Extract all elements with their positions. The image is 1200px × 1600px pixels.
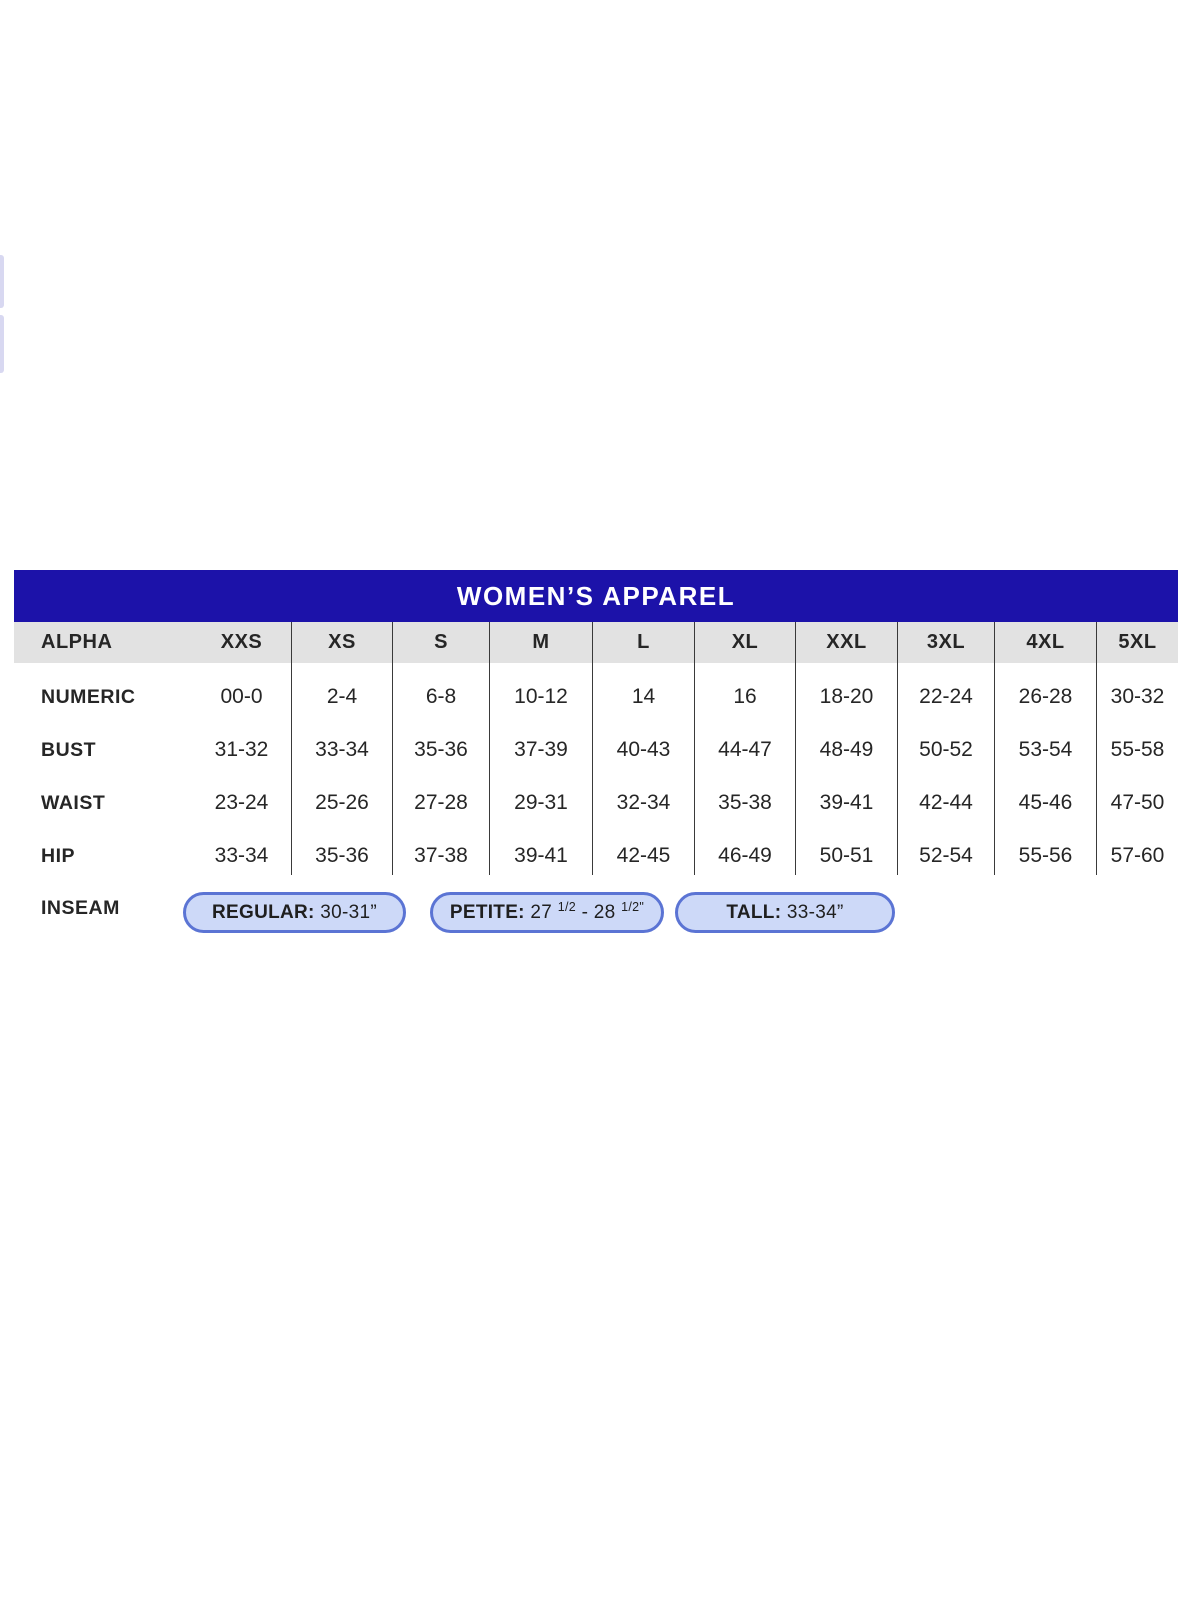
column-header-m: M (490, 622, 593, 663)
size-cell: 47-50 (1110, 791, 1165, 814)
size-cell: 53-54 (995, 716, 1097, 769)
size-cell: 50-51 (796, 822, 898, 875)
size-cell: 23-24 (192, 769, 292, 822)
row-label-bust: BUST (41, 739, 97, 761)
size-cell: 33-34 (292, 716, 393, 769)
inseam-row: INSEAM REGULAR: 30-31” PETITE: 27 1/2 - … (14, 875, 1178, 933)
column-header-xl: XL (695, 622, 796, 663)
size-chart: WOMEN’S APPAREL ALPHA XXS XS S M L XL XX… (14, 570, 1178, 933)
column-header-4xl: 4XL (995, 622, 1097, 663)
column-header-xxs: XXS (192, 622, 292, 663)
column-header-xxl: XXL (796, 622, 898, 663)
size-cell: 50-52 (898, 716, 995, 769)
column-header-3xl: 3XL (898, 622, 995, 663)
row-label-hip: HIP (41, 845, 76, 867)
size-cell: 25-26 (292, 769, 393, 822)
column-header-l: L (593, 622, 695, 663)
size-cell: 37-39 (490, 716, 593, 769)
size-cell: 6-8 (393, 663, 490, 716)
size-cell: 27-28 (393, 769, 490, 822)
column-header-xs: XS (292, 622, 393, 663)
size-cell: 00-0 (192, 663, 292, 716)
size-cell: 18-20 (796, 663, 898, 716)
size-cell: 35-36 (393, 716, 490, 769)
size-cell: 29-31 (490, 769, 593, 822)
size-cell: 46-49 (695, 822, 796, 875)
inseam-pill-tall-text: TALL: 33-34” (726, 901, 844, 923)
size-table: ALPHA XXS XS S M L XL XXL 3XL 4XL 5XL NU… (14, 622, 1178, 875)
size-cell: 39-41 (490, 822, 593, 875)
column-header-5xl: 5XL (1097, 622, 1178, 663)
row-label-waist: WAIST (41, 792, 106, 814)
page-edge-artifact (0, 315, 4, 373)
size-cell: 26-28 (995, 663, 1097, 716)
size-cell: 55-58 (1110, 738, 1165, 761)
size-cell: 52-54 (898, 822, 995, 875)
size-cell: 33-34 (192, 822, 292, 875)
size-cell: 16 (695, 663, 796, 716)
size-cell: 48-49 (796, 716, 898, 769)
size-cell: 42-45 (593, 822, 695, 875)
size-cell: 40-43 (593, 716, 695, 769)
column-header-alpha: ALPHA (14, 622, 192, 663)
size-cell: 35-38 (695, 769, 796, 822)
inseam-pill-petite: PETITE: 27 1/2 - 28 1/2" (430, 892, 664, 933)
inseam-pill-petite-text: PETITE: 27 1/2 - 28 1/2" (449, 899, 645, 923)
size-cell: 39-41 (796, 769, 898, 822)
size-cell: 30-32 (1110, 685, 1165, 708)
size-cell: 57-60 (1110, 844, 1165, 867)
size-cell: 42-44 (898, 769, 995, 822)
inseam-pill-regular-text: REGULAR: 30-31” (212, 901, 377, 923)
size-cell: 35-36 (292, 822, 393, 875)
chart-title: WOMEN’S APPAREL (456, 580, 736, 611)
size-cell: 10-12 (490, 663, 593, 716)
inseam-pill-regular: REGULAR: 30-31” (183, 892, 406, 933)
row-label-inseam: INSEAM (41, 897, 120, 919)
inseam-pill-tall: TALL: 33-34” (675, 892, 895, 933)
size-cell: 44-47 (695, 716, 796, 769)
size-cell: 32-34 (593, 769, 695, 822)
page-edge-artifact (0, 255, 4, 308)
size-cell: 14 (593, 663, 695, 716)
row-label-numeric: NUMERIC (41, 686, 136, 708)
chart-title-bar: WOMEN’S APPAREL (14, 570, 1178, 622)
size-cell: 22-24 (898, 663, 995, 716)
size-cell: 31-32 (192, 716, 292, 769)
column-header-s: S (393, 622, 490, 663)
size-cell: 2-4 (292, 663, 393, 716)
size-cell: 45-46 (995, 769, 1097, 822)
size-cell: 55-56 (995, 822, 1097, 875)
size-cell: 37-38 (393, 822, 490, 875)
